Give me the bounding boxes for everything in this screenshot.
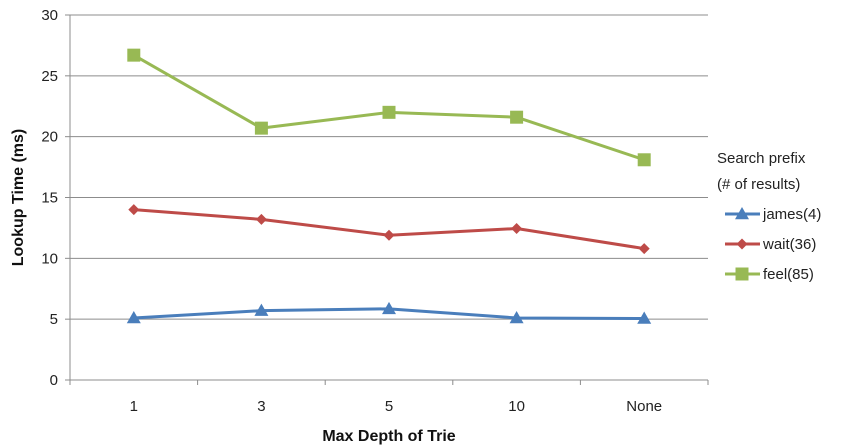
legend: Search prefix (# of results) james(4) wai… bbox=[717, 150, 821, 283]
y-axis-title: Lookup Time (ms) bbox=[10, 129, 27, 267]
data-point-diamond bbox=[511, 223, 523, 235]
data-point-square bbox=[254, 121, 268, 135]
series-feel-85 bbox=[127, 48, 651, 167]
data-point-diamond bbox=[736, 238, 748, 250]
legend-label: feel(85) bbox=[763, 266, 814, 283]
legend-items: james(4) wait(36) feel(85) bbox=[725, 206, 821, 283]
data-point-square bbox=[382, 105, 396, 119]
series-line bbox=[133, 208, 645, 251]
x-tick-label: 3 bbox=[257, 398, 265, 415]
legend-title-line-1: Search prefix bbox=[717, 150, 806, 167]
y-tick-label: 25 bbox=[41, 68, 58, 85]
data-point-square bbox=[510, 110, 524, 124]
legend-item: feel(85) bbox=[725, 266, 814, 283]
y-tick-label: 0 bbox=[50, 372, 58, 389]
series-wait-36 bbox=[128, 204, 650, 255]
y-tick-label: 20 bbox=[41, 129, 58, 146]
legend-item: wait(36) bbox=[725, 236, 816, 253]
data-point-square bbox=[127, 48, 141, 62]
legend-label: james(4) bbox=[762, 206, 821, 223]
data-point-triangle bbox=[735, 207, 749, 220]
y-tick-label: 15 bbox=[41, 190, 58, 207]
data-point-triangle bbox=[637, 311, 652, 324]
y-axis-ticks: 0 5 10 15 20 25 30 bbox=[41, 7, 70, 389]
x-tick-label: 1 bbox=[130, 398, 138, 415]
data-point-diamond bbox=[383, 229, 395, 241]
gridlines bbox=[70, 14, 708, 320]
data-point-triangle bbox=[509, 310, 524, 324]
y-tick-label: 5 bbox=[50, 311, 58, 328]
data-point-triangle bbox=[254, 303, 269, 316]
x-axis-title: Max Depth of Trie bbox=[322, 428, 455, 445]
x-tick-label: None bbox=[626, 398, 662, 415]
legend-title-line-2: (# of results) bbox=[717, 176, 800, 193]
x-tick-label: 5 bbox=[385, 398, 393, 415]
legend-label: wait(36) bbox=[762, 236, 816, 253]
data-point-triangle bbox=[126, 310, 141, 324]
data-point-square bbox=[637, 153, 651, 167]
data-point-diamond bbox=[638, 243, 650, 255]
data-point-triangle bbox=[382, 301, 396, 315]
data-point-square bbox=[735, 267, 749, 281]
y-tick-label: 10 bbox=[41, 250, 58, 267]
data-point-diamond bbox=[128, 204, 140, 216]
series-lines bbox=[126, 48, 652, 324]
data-point-diamond bbox=[255, 213, 267, 225]
series-james-4 bbox=[126, 301, 652, 324]
x-tick-label: 10 bbox=[508, 398, 525, 415]
legend-item: james(4) bbox=[725, 206, 821, 223]
x-axis-ticks: 1 3 5 10 None bbox=[69, 380, 709, 415]
y-tick-label: 30 bbox=[41, 7, 58, 24]
